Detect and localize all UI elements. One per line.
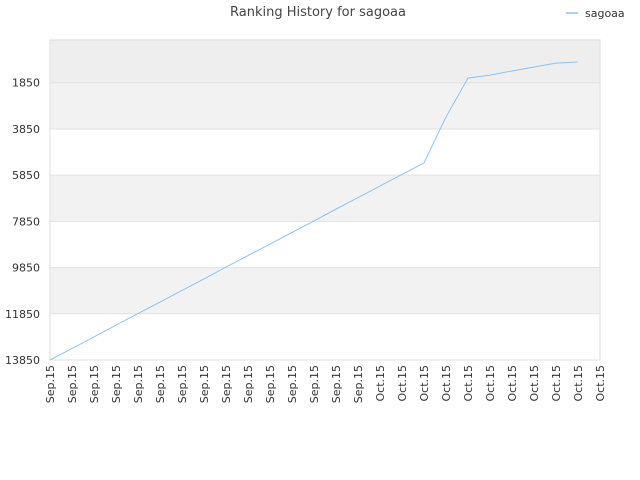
legend-label: sagoaa <box>585 7 625 20</box>
x-tick-label: Oct.15 <box>506 365 519 402</box>
y-tick-label: 5850 <box>12 169 40 182</box>
x-tick-label: Sep.15 <box>220 365 233 403</box>
x-tick-label: Oct.15 <box>594 365 607 402</box>
y-tick-label: 7850 <box>12 215 40 228</box>
x-tick-label: Sep.15 <box>264 365 277 403</box>
band <box>50 40 600 83</box>
x-tick-label: Sep.15 <box>176 365 189 403</box>
y-tick-label: 13850 <box>5 354 40 367</box>
x-tick-label: Sep.15 <box>308 365 321 403</box>
x-tick-label: Oct.15 <box>374 365 387 402</box>
x-tick-label: Sep.15 <box>132 365 145 403</box>
y-tick-label: 9850 <box>12 262 40 275</box>
x-tick-label: Oct.15 <box>418 365 431 402</box>
x-tick-label: Oct.15 <box>440 365 453 402</box>
y-tick-label: 1850 <box>12 77 40 90</box>
x-tick-label: Sep.15 <box>44 365 57 403</box>
x-tick-label: Oct.15 <box>484 365 497 402</box>
x-tick-label: Oct.15 <box>572 365 585 402</box>
x-tick-label: Sep.15 <box>198 365 211 403</box>
x-tick-label: Oct.15 <box>528 365 541 402</box>
band <box>50 82 600 129</box>
x-tick-label: Sep.15 <box>352 365 365 403</box>
data-line <box>49 61 579 361</box>
band <box>50 267 600 314</box>
y-tick-label: 11850 <box>5 308 40 321</box>
x-tick-label: Sep.15 <box>88 365 101 403</box>
x-tick-label: Oct.15 <box>462 365 475 402</box>
x-tick-label: Oct.15 <box>396 365 409 402</box>
x-tick-label: Sep.15 <box>66 365 79 403</box>
y-tick-label: 3850 <box>12 123 40 136</box>
x-tick-label: Sep.15 <box>286 365 299 403</box>
x-tick-label: Sep.15 <box>110 365 123 403</box>
x-tick-label: Sep.15 <box>330 365 343 403</box>
chart-title: Ranking History for sagoaa <box>230 5 406 20</box>
band <box>50 175 600 222</box>
x-tick-label: Sep.15 <box>242 365 255 403</box>
x-tick-label: Oct.15 <box>550 365 563 402</box>
x-tick-label: Sep.15 <box>154 365 167 403</box>
